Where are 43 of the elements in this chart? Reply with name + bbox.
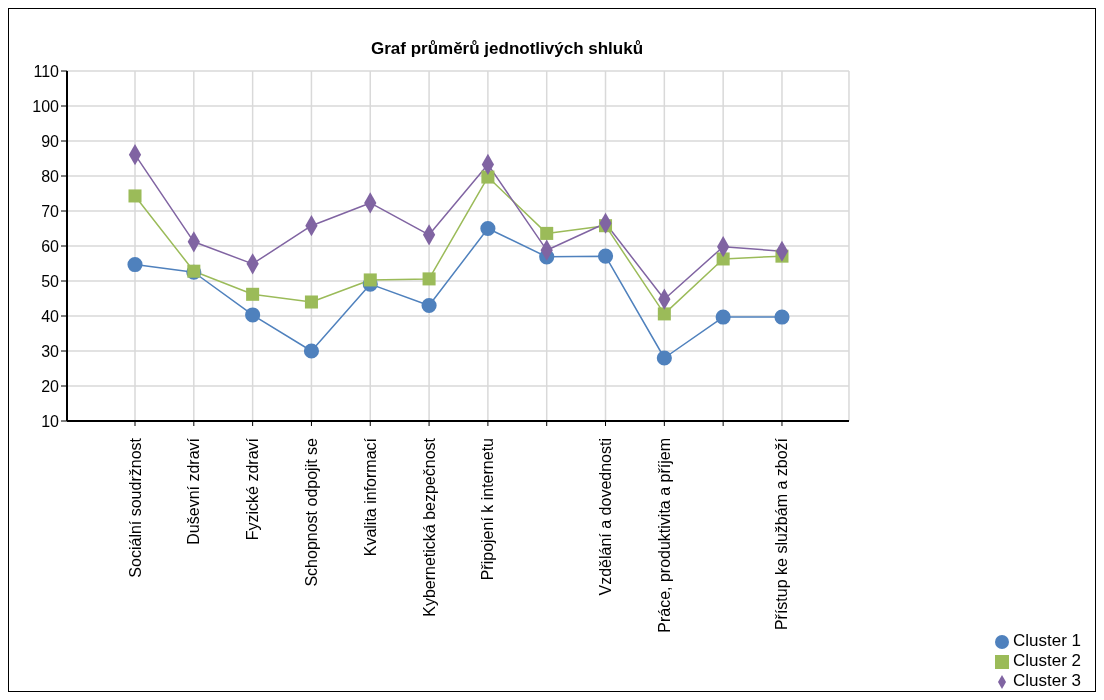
y-tick-label: 80 (41, 167, 60, 185)
point (127, 257, 143, 273)
point (246, 287, 260, 301)
x-tick-label: Schopnost odpojit se (302, 437, 320, 587)
x-tick-label: Kybernetická bezpečnost (420, 437, 438, 617)
point (715, 309, 731, 325)
y-tick-label: 30 (41, 342, 60, 360)
x-tick-label: Fyzické zdraví (244, 437, 262, 541)
point (363, 273, 377, 287)
x-tick-label: Práce, produktivita a příjem (655, 438, 673, 633)
x-tick-label: Kvalita informací (361, 437, 379, 557)
point (597, 248, 614, 264)
point (540, 226, 554, 240)
legend-label: Cluster 1 (1012, 631, 1081, 650)
legend-label: Cluster 2 (1012, 651, 1081, 670)
chart-title: Graf průměrů jednotlivých shluků (369, 39, 645, 59)
y-tick-label: 90 (41, 132, 60, 150)
x-tick-label: Sociální soudržnost (126, 437, 144, 578)
x-tick-label: Duševní zdraví (185, 437, 203, 545)
y-tick-label: 50 (41, 272, 60, 290)
point (656, 350, 672, 366)
point (422, 272, 436, 286)
y-tick-label: 60 (41, 237, 60, 255)
point (128, 189, 142, 203)
y-tick-label: 100 (32, 97, 60, 115)
y-tick-label: 10 (41, 412, 60, 430)
x-tick-label: Přístup ke službám a zboží (773, 437, 791, 631)
point (657, 307, 671, 321)
point (480, 220, 496, 237)
point (303, 343, 320, 359)
point (245, 307, 261, 323)
point (716, 252, 730, 266)
point (481, 170, 495, 184)
y-tick-label: 70 (41, 202, 60, 220)
point (421, 297, 437, 314)
legend-label: Cluster 3 (1012, 671, 1081, 690)
x-tick-label: Připojení k internetu (479, 438, 497, 581)
point (304, 295, 318, 309)
y-tick-label: 40 (41, 307, 60, 325)
y-tick-label: 110 (33, 62, 60, 80)
x-tick-label: Vzdělání a dovednosti (597, 438, 615, 596)
y-tick-label: 20 (41, 377, 60, 395)
point (774, 309, 790, 325)
